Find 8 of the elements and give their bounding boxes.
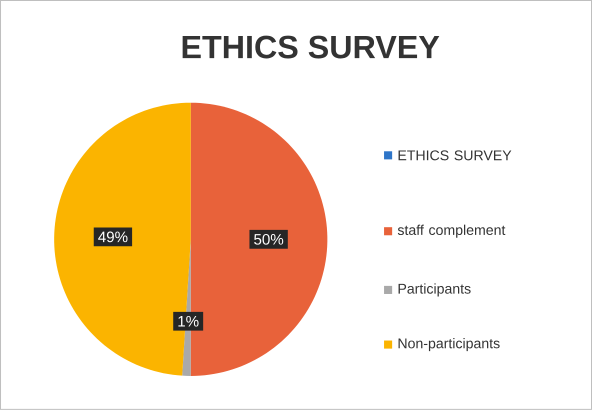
legend-label: Non-participants [398, 338, 500, 352]
data-label: 1% [178, 316, 199, 327]
legend-label: staff complement [398, 224, 506, 238]
legend-label: Participants [398, 283, 471, 297]
legend-label: ETHICS SURVEY [398, 150, 512, 160]
chart-title: ETHICS SURVEY [182, 36, 440, 59]
data-label: 50% [254, 234, 284, 245]
data-label: 49% [98, 232, 128, 242]
